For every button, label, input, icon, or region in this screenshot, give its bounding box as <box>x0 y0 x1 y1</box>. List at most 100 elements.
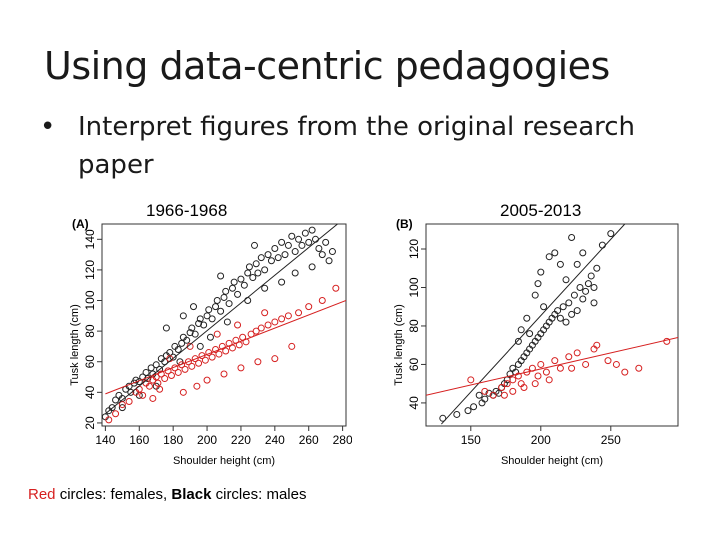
panel-a-point-females <box>222 347 230 355</box>
panel-a-point-females <box>271 355 279 363</box>
panel-b-x-tick-label: 250 <box>601 433 621 447</box>
panel-a-point-males <box>261 266 269 274</box>
panel-a-point-males <box>291 269 299 277</box>
panel-b-point-males <box>598 241 606 249</box>
panel-b-panel-label: (B) <box>396 217 413 231</box>
panel-a-point-males <box>264 251 272 259</box>
panel-a-point-females <box>105 416 113 424</box>
panel-a-point-males <box>127 388 135 396</box>
panel-b-point-females <box>509 387 517 395</box>
panel-a-point-males <box>301 229 309 237</box>
panel-b-point-males <box>573 307 581 315</box>
panel-a-y-tick-label: 60 <box>83 355 97 369</box>
panel-b-point-males <box>545 253 553 261</box>
panel-a-point-females <box>264 321 272 329</box>
panel-a-point-females <box>234 321 242 329</box>
panel-a-point-males <box>244 297 252 305</box>
panel-b-point-females <box>467 376 475 384</box>
panel-b-point-females <box>612 360 620 368</box>
panel-b-point-males <box>517 326 525 334</box>
scatter-plot-b: 150 200 250 40 60 80 100 120 Shoulder height (cm… <box>393 217 679 467</box>
panel-b-point-males <box>607 230 615 238</box>
panel-a-point-females <box>125 398 133 406</box>
legend-red-word: Red <box>28 486 56 503</box>
panel-a-point-males <box>108 404 116 412</box>
panel-b-point-males <box>562 318 570 326</box>
panel-a-point-males <box>179 312 187 320</box>
slide-title: Using data-centric pedagogies <box>44 44 610 88</box>
panel-b-point-females <box>568 364 576 372</box>
panel-b-plot-frame <box>425 223 679 427</box>
panel-a-point-males <box>191 330 199 338</box>
panel-a-point-males <box>278 278 286 286</box>
panel-a-x-tick-label: 260 <box>299 433 319 447</box>
panel-a-point-males <box>162 324 170 332</box>
panel-a-point-males <box>240 281 248 289</box>
panel-a-point-males <box>147 364 155 372</box>
panel-a-point-males <box>308 263 316 271</box>
panel-b-point-females <box>556 364 564 372</box>
panel-a-point-males <box>183 336 191 344</box>
panel-a-point-males <box>328 248 336 256</box>
panel-a-point-females <box>213 330 221 338</box>
panel-a-point-females <box>288 342 296 350</box>
panel-a-point-males <box>206 333 214 341</box>
panel-b-point-males <box>475 391 483 399</box>
panel-b-x-axis-label: Shoulder height (cm) <box>501 455 603 467</box>
panel-b-point-males <box>481 395 489 403</box>
panel-a-y-tick-label: 80 <box>83 324 97 338</box>
panel-a-point-males <box>212 303 220 311</box>
bullet-text: Interpret figures from the original rese… <box>78 112 636 180</box>
panel-b-fit-line-males <box>441 224 626 425</box>
panel-b-point-females <box>573 349 581 357</box>
panel-b-point-males <box>537 268 545 276</box>
panel-a-point-females <box>157 370 165 378</box>
panel-a-fit-line-males <box>105 224 338 415</box>
panel-a-point-males <box>245 263 253 271</box>
panel-a-fit-line-females <box>105 300 346 395</box>
panel-a-point-females <box>167 372 175 379</box>
panel-a-point-females <box>193 382 201 390</box>
panel-a-point-males <box>281 251 289 259</box>
panel-b-point-males <box>593 264 601 272</box>
panel-a-y-tick-label: 140 <box>83 229 97 249</box>
panel-a-point-males <box>254 269 262 277</box>
panel-a-point-males <box>228 284 236 292</box>
panel-a-x-tick-label: 160 <box>129 433 149 447</box>
panel-a-point-females <box>295 309 303 317</box>
panel-a-point-males <box>222 287 230 295</box>
panel-a-point-females <box>181 365 189 373</box>
panel-a-point-males <box>118 404 126 412</box>
panel-a-point-females <box>271 318 279 326</box>
panel-b-point-females <box>514 372 522 380</box>
panel-a-point-females <box>220 370 228 378</box>
panel-a-point-males <box>174 345 182 353</box>
panel-b-point-males <box>514 337 522 345</box>
bullet-marker: • <box>40 112 56 142</box>
panel-a-point-males <box>213 297 221 305</box>
panel-a-point-males <box>200 321 208 329</box>
panel-b-point-females <box>481 387 489 395</box>
panel-b-y-tick-label: 80 <box>407 319 421 333</box>
panel-b-point-males <box>565 299 573 307</box>
panel-b-point-males <box>526 330 534 338</box>
panel-a-point-males <box>225 300 233 308</box>
panel-a-point-males <box>234 290 242 298</box>
panel-a-x-tick-label: 140 <box>95 433 115 447</box>
panel-b-point-males <box>556 260 564 268</box>
panel-a-point-females <box>154 379 162 387</box>
panel-a-point-females <box>284 312 292 320</box>
panel-a-point-females <box>208 353 216 361</box>
panel-a-point-females <box>257 324 265 332</box>
panel-a-y-tick-label: 120 <box>83 260 97 280</box>
panel-a-point-males <box>278 238 286 246</box>
panel-a-point-males <box>257 254 265 262</box>
panel-b-point-males <box>568 233 576 241</box>
caption-right: 2005-2013 <box>500 201 582 220</box>
panel-a-point-females <box>178 361 186 369</box>
panel-b-point-females <box>565 353 573 361</box>
panel-a-point-males <box>223 318 231 326</box>
panel-a-point-males <box>152 361 160 369</box>
panel-b-point-females <box>545 376 553 384</box>
panel-b-point-males <box>590 299 598 307</box>
